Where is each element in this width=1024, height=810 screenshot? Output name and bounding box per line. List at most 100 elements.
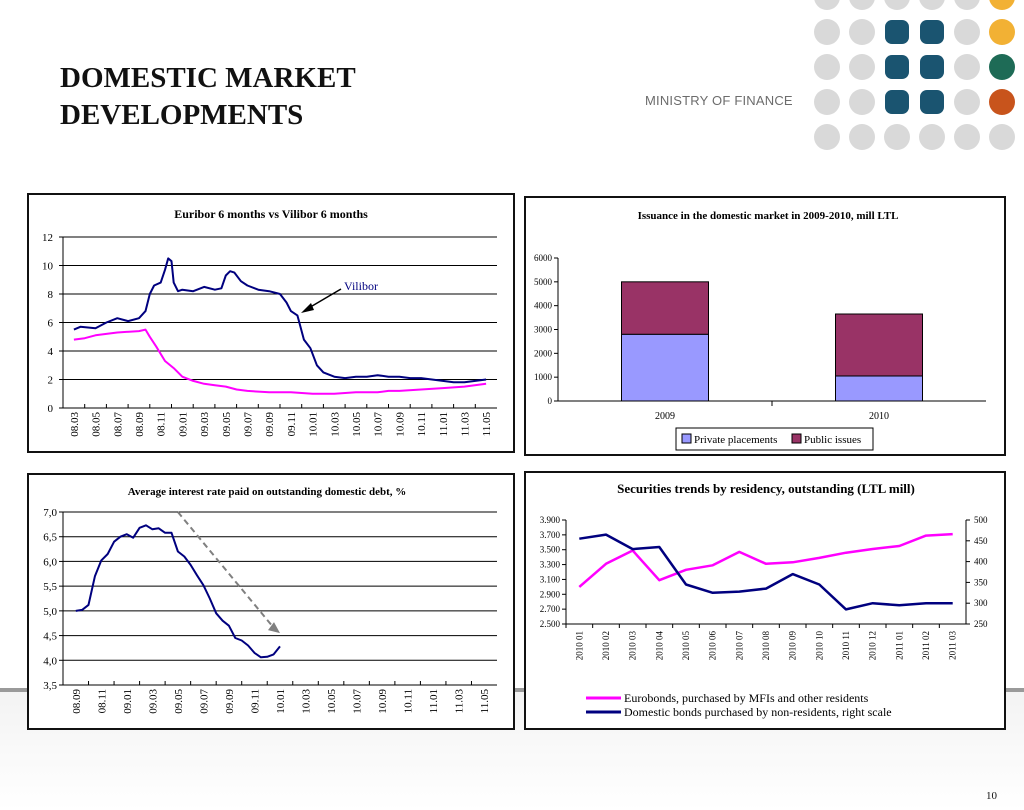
- left-y-tick-label: 3.300: [540, 560, 561, 570]
- y-tick-label: 8: [48, 289, 54, 301]
- dot: [989, 124, 1015, 150]
- y-tick-label: 5000: [534, 277, 553, 287]
- dot: [954, 89, 980, 115]
- eurobonds-series-line: [578, 532, 953, 588]
- legend-label: Eurobonds, purchased by MFIs and other r…: [624, 691, 869, 705]
- y-tick-label: 6: [48, 318, 54, 330]
- decorative-dot-grid: [814, 0, 1015, 150]
- y-tick-label: 4,5: [43, 631, 57, 643]
- bar-2010-1: [835, 313, 923, 377]
- x-tick-label: 2011 03: [948, 631, 958, 660]
- domestic-bonds-series-line: [579, 533, 953, 611]
- x-tick-label: 10.09: [394, 412, 406, 437]
- x-tick-label: 2010 04: [654, 631, 664, 661]
- dot-square: [920, 20, 944, 44]
- y-tick-label: 3,5: [43, 680, 57, 692]
- x-tick-label: 10.11: [416, 412, 428, 436]
- x-tick-label: 2010 07: [734, 631, 744, 661]
- y-tick-label: 2000: [534, 348, 553, 358]
- y-tick-label: 7,0: [43, 507, 57, 519]
- legend-box: [675, 427, 874, 451]
- left-y-tick-label: 3.100: [540, 574, 561, 584]
- annotation-label: Vilibor: [344, 279, 378, 293]
- x-tick-label: 2010 08: [761, 631, 771, 661]
- y-tick-label: 5,0: [43, 606, 57, 618]
- x-tick-label: 10.05: [351, 412, 363, 437]
- chart-panel-securities: Securities trends by residency, outstand…: [524, 471, 1006, 730]
- dot: [814, 89, 840, 115]
- page-number: 10: [986, 790, 997, 802]
- dot-square: [885, 20, 909, 44]
- dot: [884, 124, 910, 150]
- y-tick-label: 1000: [534, 372, 553, 382]
- y-tick-label: 12: [42, 232, 53, 244]
- x-tick-label: 2010 05: [681, 631, 691, 661]
- trend-arrow-head: [268, 622, 280, 634]
- dot: [849, 89, 875, 115]
- x-tick-label: 2010 03: [628, 631, 638, 661]
- dot: [814, 0, 840, 10]
- dot: [989, 89, 1015, 115]
- right-y-tick-label: 250: [974, 619, 988, 629]
- right-y-tick-label: 500: [974, 515, 988, 525]
- x-tick-label: 11.03: [454, 689, 466, 714]
- x-tick-label: 10.03: [301, 689, 313, 714]
- x-tick-label: 09.05: [221, 412, 233, 437]
- x-tick-label: 2010 10: [814, 631, 824, 661]
- trend-arrow-line: [177, 511, 275, 629]
- dot-square: [920, 90, 944, 114]
- legend-label: Domestic bonds purchased by non-resident…: [624, 705, 892, 719]
- x-tick-label: 2010 06: [708, 631, 718, 661]
- x-tick-label: 2010 02: [601, 631, 611, 660]
- dot: [849, 19, 875, 45]
- legend: Private placements Public issues: [675, 427, 874, 451]
- y-tick-label: 4000: [534, 301, 553, 311]
- x-tick-label: 09.11: [286, 412, 298, 436]
- ministry-label: MINISTRY OF FINANCE: [645, 93, 793, 108]
- y-tick-label: 0: [548, 396, 553, 406]
- x-tick-label: 11.05: [481, 412, 493, 437]
- chart-title: Euribor 6 months vs Vilibor 6 months: [174, 207, 368, 221]
- x-tick-label: 2011 02: [921, 631, 931, 660]
- x-tick-label: 10.07: [352, 689, 364, 714]
- slide-title-line1: DOMESTIC MARKET: [60, 62, 356, 94]
- annotation-arrow-line: [306, 288, 342, 310]
- dot: [919, 124, 945, 150]
- bar-2009-0: [621, 333, 709, 402]
- x-tick-label: 09.05: [173, 689, 185, 714]
- x-tick-label: 08.07: [112, 412, 124, 437]
- x-tick-label: 2010 01: [574, 631, 584, 660]
- chart-title: Issuance in the domestic market in 2009-…: [638, 210, 899, 222]
- x-tick-label: 11.01: [428, 689, 440, 713]
- slide-title-line2: DEVELOPMENTS: [60, 99, 304, 131]
- x-tick-label: 11.05: [479, 689, 491, 714]
- x-tick-label: 11.01: [438, 412, 450, 436]
- x-tick-label: 10.01: [308, 412, 320, 437]
- chart-euribor-vilibor: Euribor 6 months vs Vilibor 6 months 0 2 4 6…: [42, 207, 497, 437]
- dot: [814, 19, 840, 45]
- interest-rate-series-line: [75, 524, 281, 659]
- dot-square: [885, 90, 909, 114]
- x-tick-label: 2010 12: [868, 631, 878, 660]
- right-y-tick-label: 450: [974, 536, 988, 546]
- right-y-tick-label: 350: [974, 577, 988, 587]
- y-tick-label: 0: [48, 403, 54, 415]
- x-tick-label: 2009: [655, 411, 675, 422]
- dot-square: [885, 55, 909, 79]
- chart-interest-rate: Average interest rate paid on outstandin…: [43, 486, 497, 714]
- bar-2010-0: [835, 375, 923, 402]
- chart-title: Securities trends by residency, outstand…: [617, 481, 915, 496]
- right-y-tick-label: 400: [974, 557, 988, 567]
- left-y-tick-label: 2.900: [540, 589, 561, 599]
- x-tick-label: 09.01: [177, 412, 189, 437]
- left-y-tick-label: 3.700: [540, 530, 561, 540]
- dot: [884, 0, 910, 10]
- right-y-tick-label: 300: [974, 598, 988, 608]
- x-tick-label: 09.07: [198, 689, 210, 714]
- dot: [814, 54, 840, 80]
- y-tick-label: 2: [48, 375, 54, 387]
- chart-panel-euribor-vilibor: Euribor 6 months vs Vilibor 6 months 0 2 4 6…: [27, 193, 515, 453]
- legend-label: Private placements: [694, 434, 777, 446]
- x-tick-label: 2011 01: [894, 631, 904, 660]
- dot: [954, 19, 980, 45]
